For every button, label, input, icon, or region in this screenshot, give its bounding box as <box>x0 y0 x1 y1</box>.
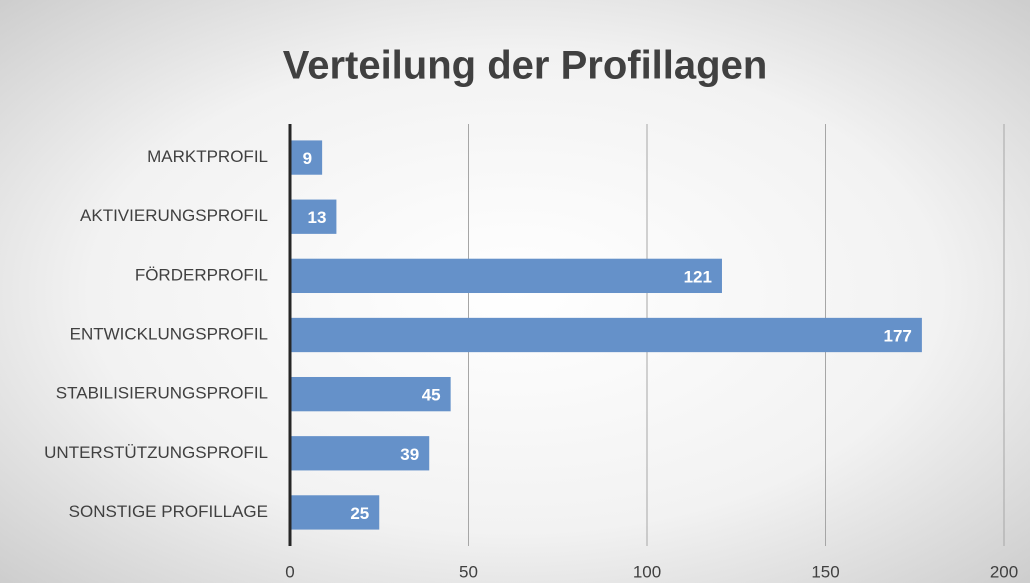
bar <box>290 199 337 234</box>
chart-title: Verteilung der Profillagen <box>283 44 768 88</box>
bar <box>290 376 451 412</box>
value-label: 25 <box>350 504 369 523</box>
y-tick-label: UNTERSTÜTZUNGSPROFIL <box>44 443 268 462</box>
x-tick-label: 100 <box>633 562 661 581</box>
bar <box>290 140 323 175</box>
y-tick-label: ENTWICKLUNGSPROFIL <box>70 324 268 343</box>
x-tick-label: 150 <box>811 562 839 581</box>
value-label: 13 <box>307 208 326 227</box>
bar <box>290 317 922 353</box>
y-tick-label: STABILISIERUNGSPROFIL <box>56 384 268 403</box>
x-tick-label: 0 <box>285 562 294 581</box>
y-tick-label: AKTIVIERUNGSPROFIL <box>80 206 268 225</box>
bar <box>290 258 722 294</box>
value-label: 121 <box>684 267 712 286</box>
bar <box>290 495 380 530</box>
y-tick-label: SONSTIGE PROFILLAGE <box>69 502 268 521</box>
y-tick-label: FÖRDERPROFIL <box>135 265 268 284</box>
x-tick-label: 50 <box>459 562 478 581</box>
y-tick-label: MARKTPROFIL <box>147 147 268 166</box>
bar <box>290 436 430 471</box>
value-label: 177 <box>884 326 912 345</box>
value-label: 9 <box>303 149 312 168</box>
x-tick-label: 200 <box>990 562 1018 581</box>
value-label: 45 <box>422 386 441 405</box>
value-label: 39 <box>400 445 419 464</box>
